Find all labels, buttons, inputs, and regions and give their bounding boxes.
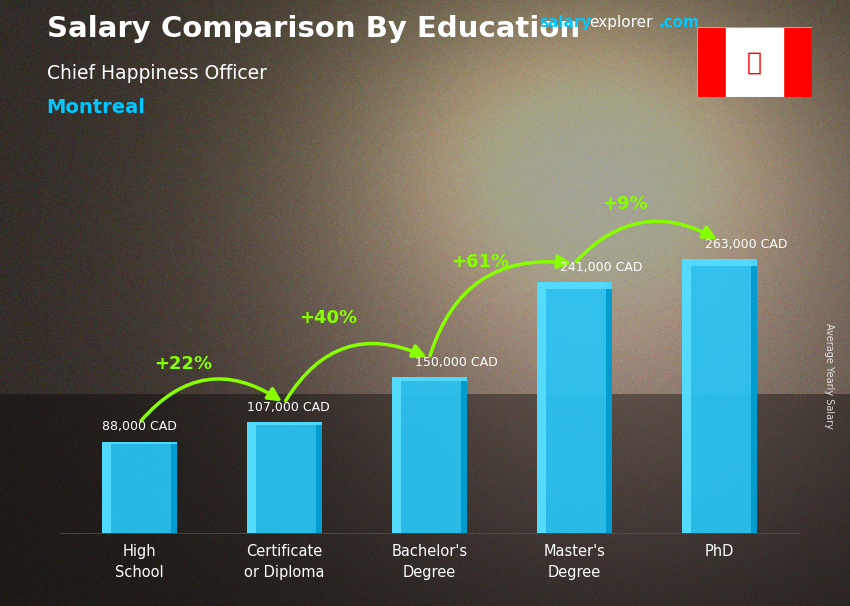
Bar: [726, 27, 783, 97]
Text: 150,000 CAD: 150,000 CAD: [415, 356, 497, 368]
Bar: [171, 442, 177, 533]
Bar: [536, 282, 612, 288]
Bar: [536, 282, 547, 533]
Text: 88,000 CAD: 88,000 CAD: [101, 421, 177, 433]
Bar: [392, 377, 467, 533]
Text: 241,000 CAD: 241,000 CAD: [560, 261, 643, 274]
Bar: [101, 442, 177, 444]
Bar: [246, 422, 322, 425]
Text: 🍁: 🍁: [747, 50, 762, 74]
Text: .com: .com: [659, 15, 700, 30]
Bar: [783, 27, 812, 97]
Text: salary: salary: [540, 15, 592, 30]
Bar: [316, 422, 322, 533]
Text: +9%: +9%: [602, 195, 648, 213]
Bar: [682, 259, 757, 533]
Text: +40%: +40%: [298, 308, 357, 327]
Bar: [606, 282, 612, 533]
Text: 263,000 CAD: 263,000 CAD: [705, 238, 787, 251]
Text: explorer: explorer: [589, 15, 653, 30]
Bar: [461, 377, 467, 533]
Bar: [536, 282, 612, 533]
Bar: [392, 377, 401, 533]
Bar: [751, 259, 757, 533]
Text: 107,000 CAD: 107,000 CAD: [246, 401, 329, 413]
Text: +22%: +22%: [154, 355, 212, 373]
Text: Salary Comparison By Education: Salary Comparison By Education: [47, 15, 580, 43]
Bar: [682, 259, 691, 533]
Bar: [682, 259, 757, 266]
Text: Montreal: Montreal: [47, 98, 145, 117]
Bar: [101, 442, 111, 533]
Bar: [246, 422, 257, 533]
Bar: [697, 27, 726, 97]
Bar: [392, 377, 467, 381]
Bar: [246, 422, 322, 533]
Text: Chief Happiness Officer: Chief Happiness Officer: [47, 64, 267, 82]
Text: +61%: +61%: [451, 253, 509, 271]
Text: Average Yearly Salary: Average Yearly Salary: [824, 323, 834, 428]
Bar: [101, 442, 177, 533]
